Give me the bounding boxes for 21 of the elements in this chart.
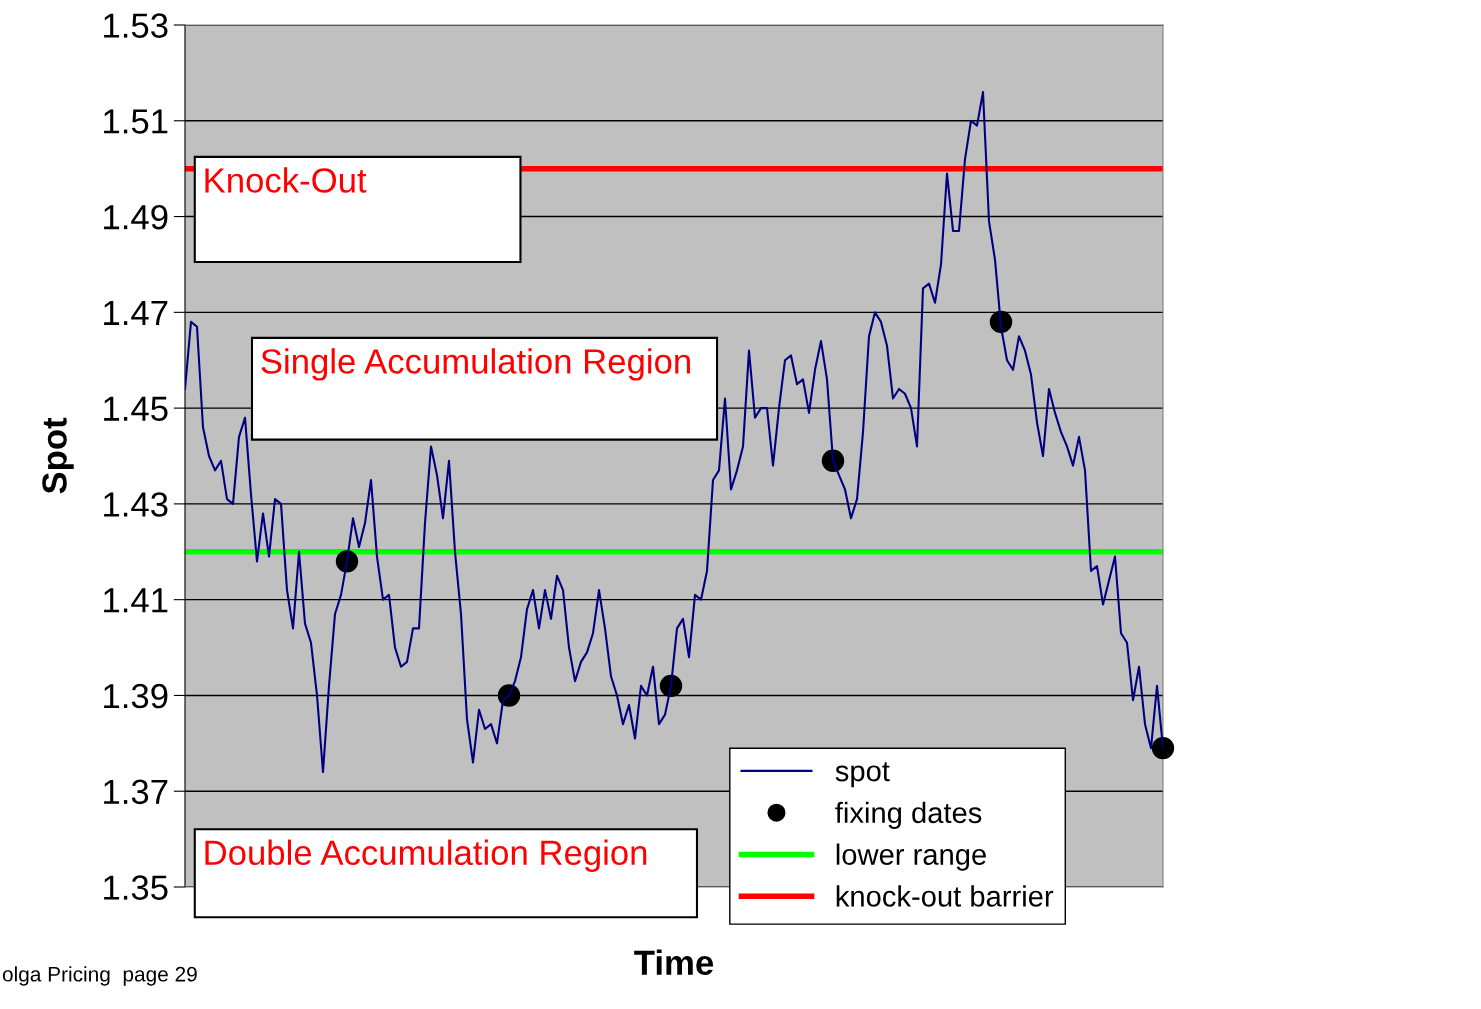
- legend-label: knock-out barrier: [836, 885, 1054, 907]
- y-tick-label: 1.35: [104, 875, 168, 900]
- legend-label: lower range: [836, 843, 986, 871]
- y-axis-title: Spot: [42, 417, 74, 494]
- y-tick-label: 1.43: [104, 492, 168, 517]
- annotation: Single Accumulation Region: [261, 348, 690, 381]
- y-tick-label: 1.37: [104, 779, 168, 805]
- x-axis-title: Time: [634, 949, 714, 975]
- annotation: Knock-Out: [205, 167, 367, 193]
- y-tick-label: 1.51: [104, 109, 168, 134]
- y-tick-label: 1.49: [104, 204, 168, 230]
- y-tick-label: 1.41: [104, 588, 168, 613]
- y-tick-label: 1.39: [104, 683, 168, 709]
- text: olga Pricing page 29: [2, 966, 197, 986]
- point: [1151, 736, 1175, 760]
- legend-label: fixing dates: [835, 801, 982, 829]
- annotation: Double Accumulation Region: [205, 839, 647, 872]
- y-tick-label: 1.47: [104, 301, 168, 325]
- y-tick-label: 1.53: [104, 13, 168, 38]
- y-tick-label: 1.45: [104, 396, 168, 422]
- legend-label: spot: [835, 762, 890, 788]
